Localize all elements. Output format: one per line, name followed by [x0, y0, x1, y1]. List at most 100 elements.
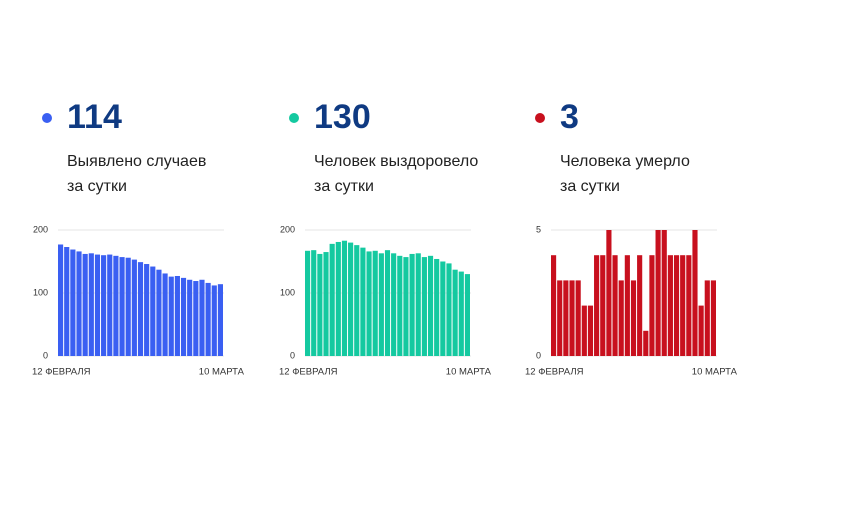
bar — [354, 245, 360, 356]
bar — [378, 253, 384, 356]
bar — [348, 242, 354, 356]
bar — [168, 276, 174, 356]
bar — [594, 255, 600, 356]
headline-number: 114 — [67, 98, 122, 136]
bar — [452, 269, 458, 356]
y-tick-label: 100 — [33, 287, 48, 297]
bar — [137, 262, 144, 356]
bar — [101, 255, 107, 356]
y-tick-label: 0 — [536, 350, 541, 360]
bar — [680, 255, 686, 356]
bar — [630, 280, 637, 356]
bar — [199, 279, 205, 356]
bar — [88, 253, 94, 356]
bar — [397, 255, 403, 356]
bar — [557, 280, 563, 356]
caption: Выявлено случаев — [67, 153, 206, 170]
bar — [618, 280, 624, 356]
bar — [551, 255, 557, 356]
y-tick-label: 5 — [536, 224, 541, 234]
x-tick-label: 10 МАРТА — [446, 367, 492, 378]
bar — [434, 258, 440, 356]
bar — [458, 271, 464, 356]
bar — [305, 250, 311, 356]
bar — [205, 282, 211, 356]
headline-number: 130 — [314, 98, 371, 136]
caption: за сутки — [67, 178, 127, 195]
x-tick-label: 10 МАРТА — [692, 367, 738, 378]
bar — [329, 243, 335, 356]
bullet — [289, 113, 299, 123]
bar — [563, 280, 569, 356]
bar — [144, 264, 150, 356]
bar — [575, 280, 581, 356]
bar — [217, 284, 223, 356]
x-tick-label: 12 ФЕВРАЛЯ — [525, 367, 584, 378]
caption: Человек выздоровело — [314, 153, 478, 170]
caption: за сутки — [560, 178, 620, 195]
bar — [366, 251, 372, 356]
bullet — [535, 113, 545, 123]
bar — [193, 281, 199, 356]
y-tick-label: 200 — [33, 224, 48, 234]
bar — [427, 255, 434, 356]
y-tick-label: 0 — [43, 350, 48, 360]
bar — [211, 285, 217, 356]
bar — [162, 273, 168, 356]
y-tick-label: 200 — [280, 224, 295, 234]
bar — [391, 253, 397, 356]
bar — [187, 279, 193, 356]
bar — [464, 274, 470, 356]
bar — [581, 305, 587, 356]
bar — [710, 280, 716, 356]
bar — [311, 250, 317, 356]
x-tick-label: 12 ФЕВРАЛЯ — [32, 367, 91, 378]
bar — [637, 255, 643, 356]
bar — [113, 255, 119, 356]
bar — [612, 255, 618, 356]
bar — [409, 253, 415, 356]
bar — [180, 277, 187, 356]
bar — [131, 259, 137, 356]
bar — [76, 251, 82, 356]
bar — [94, 254, 101, 356]
bar — [335, 241, 341, 356]
bar — [70, 249, 76, 356]
bar — [64, 247, 70, 356]
bar — [323, 252, 329, 356]
headline-number: 3 — [560, 98, 579, 136]
caption: Человека умерло — [560, 153, 690, 170]
bar — [600, 255, 606, 356]
bar — [440, 261, 446, 356]
bar — [341, 240, 348, 356]
bar — [82, 253, 88, 356]
bar — [317, 253, 323, 356]
bar — [606, 230, 612, 356]
bar — [655, 230, 661, 356]
bar — [704, 280, 710, 356]
x-tick-label: 10 МАРТА — [199, 367, 245, 378]
bar — [372, 250, 378, 356]
bullet — [42, 113, 52, 123]
bar — [661, 230, 667, 356]
bar — [587, 305, 594, 356]
bar — [667, 255, 673, 356]
bar — [649, 255, 655, 356]
bar — [692, 230, 698, 356]
bar — [360, 247, 366, 356]
bar — [125, 257, 131, 356]
bar — [384, 250, 391, 356]
bar — [403, 257, 409, 356]
bar — [673, 255, 680, 356]
bar — [569, 280, 575, 356]
bar — [107, 254, 113, 356]
bar — [643, 330, 649, 356]
bar — [446, 263, 452, 356]
caption: за сутки — [314, 178, 374, 195]
bar — [150, 266, 156, 356]
bar — [174, 275, 180, 356]
bar — [421, 257, 427, 356]
bar — [686, 255, 692, 356]
bar — [624, 255, 630, 356]
